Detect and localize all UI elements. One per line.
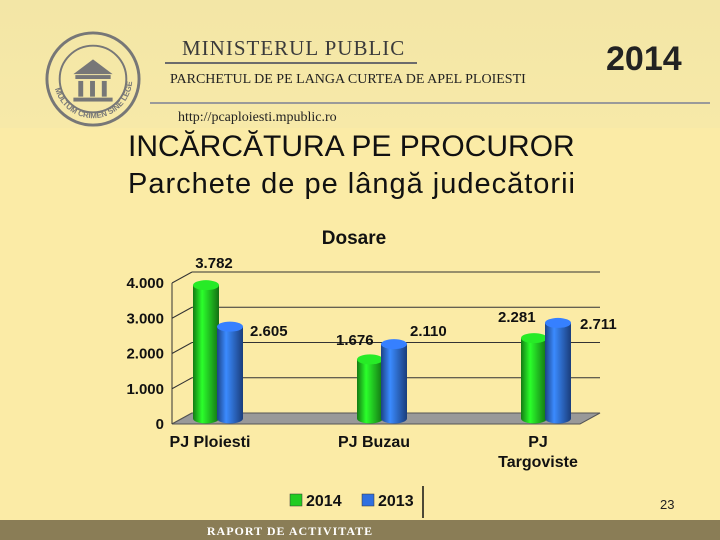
bar-top: [193, 280, 219, 291]
header-divider-long: [150, 102, 710, 104]
y-tick-label: 1.000: [126, 381, 164, 398]
ministry-seal-icon: MULTUM CRIMEN SINE LEGE: [45, 31, 141, 127]
y-tick-label: 4.000: [126, 275, 164, 292]
x-tick-label: PJ Ploiesti: [170, 434, 251, 451]
data-label: 2.281: [498, 309, 536, 326]
bar-body: [521, 338, 547, 424]
ministry-name: MINISTERUL PUBLIC: [182, 36, 406, 60]
chart-title: Dosare: [322, 228, 386, 249]
bar-body: [217, 326, 243, 424]
bar-top: [521, 333, 547, 344]
data-label: 2.110: [410, 323, 447, 340]
bar-2013-2: [545, 317, 571, 424]
slide-title: INCĂRCĂTURA PE PROCUROR: [128, 130, 575, 163]
bar-2013-1: [381, 339, 407, 424]
header-band: [0, 0, 720, 128]
bar-top: [381, 339, 407, 350]
data-label: 2.605: [250, 323, 288, 340]
slide-subtitle: Parchete de pe lângă judecătorii: [128, 168, 576, 200]
x-tick-label: PJ: [528, 434, 548, 451]
legend-swatch-2013: [361, 493, 375, 507]
bar-2014-1: [357, 354, 383, 424]
bar-body: [381, 344, 407, 424]
bar-2014-0: [193, 280, 219, 424]
grid-diagonal: [171, 271, 193, 284]
bar-top: [545, 317, 571, 328]
office-name: PARCHETUL DE PE LANGA CURTEA DE APEL PLO…: [170, 72, 526, 87]
header-divider: [165, 62, 417, 64]
bar-top: [357, 354, 383, 365]
page-number: 23: [660, 497, 675, 512]
data-label: 3.782: [195, 255, 233, 272]
bar-body: [193, 285, 219, 424]
bar-top: [217, 321, 243, 332]
legend-swatch-2014: [289, 493, 303, 507]
bar-body: [545, 322, 571, 424]
bar-body: [357, 359, 383, 424]
grid-diagonal: [171, 342, 193, 354]
y-tick-label: 3.000: [126, 310, 164, 327]
footer-bar: [0, 520, 720, 540]
report-year: 2014: [606, 40, 682, 78]
footer: RAPORT DE ACTIVITATE: [0, 524, 720, 539]
x-tick-label: Targoviste: [498, 454, 578, 471]
data-label: 2.711: [580, 316, 617, 333]
y-tick-label: 0: [156, 416, 164, 433]
website-url[interactable]: http://pcaploiesti.mpublic.ro: [178, 110, 337, 125]
footer-label: RAPORT DE ACTIVITATE: [206, 524, 374, 538]
bar-2014-2: [521, 333, 547, 424]
grid-diagonal: [171, 306, 193, 319]
bar-2013-0: [217, 321, 243, 424]
legend-label-2013: 2013: [378, 493, 414, 510]
data-label: 1.676: [336, 332, 374, 349]
legend-label-2014: 2014: [306, 493, 342, 510]
x-tick-label: PJ Buzau: [338, 434, 410, 451]
y-tick-label: 2.000: [126, 346, 164, 363]
grid-diagonal: [171, 377, 193, 390]
